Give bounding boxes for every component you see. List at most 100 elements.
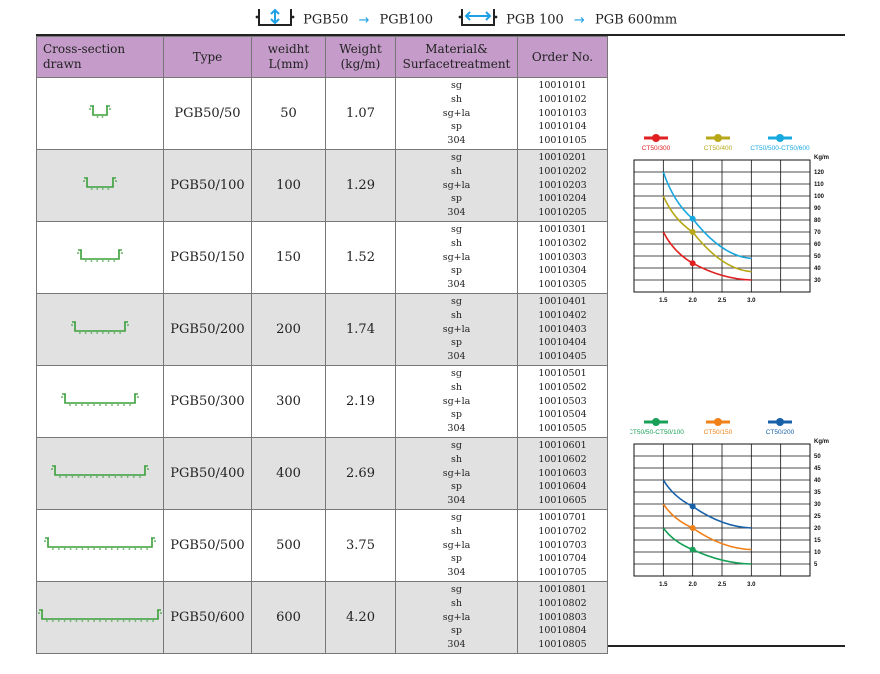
order-number: 10010203: [538, 179, 587, 191]
cross-section-cell: [36, 293, 164, 366]
material-item: sh: [451, 453, 462, 465]
order-number: 10010602: [538, 453, 587, 465]
width-cell: 200: [251, 293, 326, 366]
x-tick-label: 2.0: [688, 298, 697, 304]
material-cell: sg sh sg+la sp 304: [395, 365, 518, 438]
table-row: PGB50/400 400 2.69 sg sh sg+la sp 304 10010601 10…: [36, 437, 608, 510]
series-line: [662, 527, 752, 565]
order-number: 10010705: [538, 567, 587, 579]
order-number: 10010603: [538, 467, 587, 479]
series-marker: [689, 229, 696, 235]
series-marker: [689, 503, 696, 510]
y-tick-label: 5: [814, 562, 818, 568]
order-cell: 10010701 10010702 10010703 10010704 10010705: [517, 509, 608, 582]
order-cell: 10010201 10010202 10010203 10010204 10010205: [517, 149, 608, 222]
order-number: 10010104: [538, 121, 587, 133]
order-number: 10010202: [538, 165, 587, 177]
material-cell: sg sh sg+la sp 304: [395, 221, 518, 294]
load-chart-top-svg: CT50/300 CT50/400 CT50/500-CT50/600 Kg/m 120…: [633, 134, 829, 304]
order-number: 10010103: [538, 107, 587, 119]
material-item: sh: [451, 309, 462, 321]
order-cell: 10010301 10010302 10010303 10010304 10010305: [517, 221, 608, 294]
material-item: sg+la: [442, 323, 471, 335]
material-item: sh: [451, 597, 462, 609]
material-item: sp: [451, 625, 462, 637]
order-number: 10010701: [538, 512, 587, 523]
order-number: 10010605: [538, 495, 587, 507]
order-number: 10010205: [538, 207, 587, 219]
width-cell: 100: [251, 149, 326, 222]
order-cell: 10010401 10010402 10010403 10010404 10010405: [517, 293, 608, 366]
order-number: 10010101: [538, 80, 587, 91]
legend-marker: [714, 418, 722, 426]
width-cell: 150: [251, 221, 326, 294]
order-cell: 10010501 10010502 10010503 10010504 10010505: [517, 365, 608, 438]
material-item: sg+la: [442, 107, 471, 119]
material-item: sp: [451, 337, 462, 349]
arrow-right-icon: →: [573, 12, 585, 28]
load-chart-bottom: CT50/50-CT50/100 CT50/150 CT50/200 Kg/m 50 45…: [628, 412, 840, 602]
legend-label: CT50/300: [642, 145, 671, 152]
material-cell: sg sh sg+la sp 304: [395, 293, 518, 366]
col-header-material: Material& Surfacetreatment: [395, 36, 518, 78]
y-tick-label: 30: [814, 502, 821, 508]
material-cell: sg sh sg+la sp 304: [395, 509, 518, 582]
material-item: 304: [447, 567, 466, 579]
table-row: PGB50/100 100 1.29 sg sh sg+la sp 304 10010201 10…: [36, 149, 608, 222]
material-item: sp: [451, 121, 462, 133]
order-number: 10010401: [538, 296, 587, 307]
y-tick-label: 30: [814, 278, 821, 284]
weight-cell: 3.75: [325, 509, 396, 582]
col-header-order: Order No.: [517, 36, 608, 78]
weight-cell: 1.74: [325, 293, 396, 366]
type-cell: PGB50/300: [163, 365, 252, 438]
legend-label: CT50/200: [766, 429, 795, 436]
type-cell: PGB50/500: [163, 509, 252, 582]
type-cell: PGB50/400: [163, 437, 252, 510]
x-tick-label: 2.5: [718, 298, 727, 304]
weight-cell: 2.19: [325, 365, 396, 438]
cross-section-profile-icon: [76, 249, 124, 270]
type-cell: PGB50/150: [163, 221, 252, 294]
arrow-right-icon: →: [358, 12, 370, 28]
material-item: sg+la: [442, 611, 471, 623]
top-header: PGB50 → PGB100 PGB 100 → PGB 600mm: [0, 0, 880, 34]
material-item: sg+la: [442, 467, 471, 479]
order-number: 10010201: [538, 152, 587, 163]
order-number: 10010304: [538, 265, 587, 277]
order-number: 10010801: [538, 584, 587, 595]
weight-cell: 1.52: [325, 221, 396, 294]
material-item: sh: [451, 525, 462, 537]
table-row: PGB50/150 150 1.52 sg sh sg+la sp 304 10010301 10…: [36, 221, 608, 294]
y-tick-label: 50: [814, 454, 821, 460]
x-tick-label: 2.5: [718, 582, 727, 588]
material-item: sg+la: [442, 251, 471, 263]
order-number: 10010503: [538, 395, 587, 407]
width-cell: 600: [251, 581, 326, 654]
y-tick-label: 10: [814, 550, 821, 556]
table-header-row: Cross-section drawn Type weidht L(mm) We…: [36, 36, 608, 78]
y-tick-label: 90: [814, 206, 821, 212]
y-tick-label: 20: [814, 526, 821, 532]
series-marker: [689, 525, 696, 531]
cross-section-cell: [36, 221, 164, 294]
legend-label: CT50/400: [704, 145, 733, 152]
order-number: 10010402: [538, 309, 587, 321]
order-number: 10010501: [538, 368, 587, 379]
material-cell: sg sh sg+la sp 304: [395, 437, 518, 510]
type-cell: PGB50/50: [163, 77, 252, 150]
col-header-type: Type: [163, 36, 252, 78]
order-number: 10010405: [538, 351, 587, 363]
material-item: 304: [447, 279, 466, 291]
order-number: 10010102: [538, 93, 587, 105]
order-cell: 10010601 10010602 10010603 10010604 10010605: [517, 437, 608, 510]
y-tick-label: 50: [814, 254, 821, 260]
material-cell: sg sh sg+la sp 304: [395, 77, 518, 150]
order-number: 10010704: [538, 553, 587, 565]
spec-table: Cross-section drawn Type weidht L(mm) We…: [36, 36, 608, 654]
order-number: 10010105: [538, 135, 587, 147]
y-tick-label: 100: [814, 194, 825, 200]
cross-section-cell: [36, 509, 164, 582]
legend-label: CT50/150: [704, 429, 733, 436]
col-header-weight: Weight (kg/m): [325, 36, 396, 78]
